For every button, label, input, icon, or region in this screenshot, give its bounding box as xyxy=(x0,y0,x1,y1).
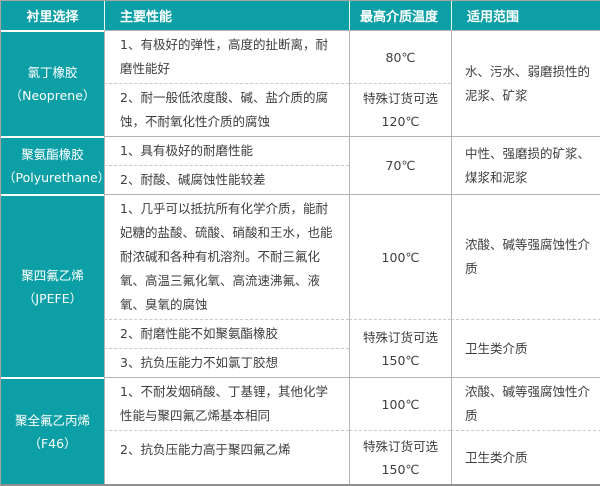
performance-cell: 1、有极好的弹性，高度的扯断离，耐磨性能好 xyxy=(104,30,349,83)
table-row: 聚氨酯橡胶 （Polyurethane） 1、具有极好的耐磨性能 70℃ 中性、… xyxy=(1,136,600,194)
temperature-cell: 100℃ xyxy=(349,377,451,430)
performance-cell: 1、具有极好的耐磨性能 xyxy=(104,136,349,165)
lining-code: （JPEFE） xyxy=(22,290,83,306)
performance-cell: 2、耐酸、碱腐蚀性能较差 xyxy=(104,165,349,194)
range-cell: 卫生类介质 xyxy=(451,430,600,484)
temperature-cell: 70℃ xyxy=(349,136,451,194)
header-row: 衬里选择 主要性能 最高介质温度 适用范围 xyxy=(1,1,600,30)
table-row: 2、耐一般低浓度酸、碱、盐介质的腐蚀，不耐氧化性介质的腐蚀 特殊订货可选 120… xyxy=(1,83,600,136)
range-cell: 水、污水、弱磨损性的泥浆、矿浆 xyxy=(451,30,600,136)
lining-code: （F46） xyxy=(28,435,77,451)
header-range: 适用范围 xyxy=(451,1,600,30)
performance-cell: 2、抗负压能力高于聚四氟乙烯 xyxy=(104,430,349,484)
performance-cell: 2、耐一般低浓度酸、碱、盐介质的腐蚀，不耐氧化性介质的腐蚀 xyxy=(104,83,349,136)
table-row: 2、耐磨性能不如聚氨酯橡胶 特殊订货可选 150℃ 卫生类介质 xyxy=(1,319,600,377)
performance-cell: 2、耐磨性能不如聚氨酯橡胶 xyxy=(104,319,349,348)
table-row: 2、耐酸、碱腐蚀性能较差 xyxy=(1,165,600,194)
lining-name: 聚氨酯橡胶 xyxy=(21,147,84,162)
lining-cell-polyurethane: 聚氨酯橡胶 （Polyurethane） xyxy=(1,136,104,194)
lining-cell-jpefe: 聚四氟乙烯 （JPEFE） xyxy=(1,194,104,377)
performance-cell: 1、不耐发烟硝酸、丁基锂，其他化学性能与聚四氟乙烯基本相同 xyxy=(104,377,349,430)
lining-code: （Neoprene） xyxy=(9,88,96,103)
temperature-cell: 特殊订货可选 150℃ xyxy=(349,430,451,484)
range-cell: 卫生类介质 xyxy=(451,319,600,377)
temperature-cell: 特殊订货可选 150℃ xyxy=(349,319,451,377)
header-performance: 主要性能 xyxy=(104,1,349,30)
lining-cell-f46: 聚全氟乙丙烯 （F46） xyxy=(1,377,104,484)
table-row: 氯丁橡胶 （Neoprene） 1、有极好的弹性，高度的扯断离，耐磨性能好 80… xyxy=(1,30,600,136)
header-lining: 衬里选择 xyxy=(1,1,104,30)
table-row: 聚四氟乙烯 （JPEFE） 1、几乎可以抵抗所有化学介质，能耐妃糖的盐酸、硫酸、… xyxy=(1,194,600,377)
range-cell: 浓酸、碱等强腐蚀性介质 xyxy=(451,194,600,319)
temperature-cell: 80℃ xyxy=(349,30,451,83)
range-cell: 浓酸、碱等强腐蚀性介质 xyxy=(451,377,600,430)
lining-name: 氯丁橡胶 xyxy=(27,65,78,80)
lining-cell-neoprene: 氯丁橡胶 （Neoprene） xyxy=(1,30,104,136)
lining-name: 聚四氟乙烯 xyxy=(21,267,84,283)
table-row: 3、抗负压能力不如氯丁胶想 xyxy=(1,348,600,377)
temperature-cell: 特殊订货可选 120℃ xyxy=(349,83,451,136)
header-temperature: 最高介质温度 xyxy=(349,1,451,30)
range-cell: 中性、强磨损的矿浆、煤浆和泥浆 xyxy=(451,136,600,194)
lining-name: 聚全氟乙丙烯 xyxy=(14,412,90,428)
performance-cell: 3、抗负压能力不如氯丁胶想 xyxy=(104,348,349,377)
performance-cell: 1、几乎可以抵抗所有化学介质，能耐妃糖的盐酸、硫酸、硝酸和王水，也能耐浓碱和各种… xyxy=(104,194,349,319)
temperature-cell: 100℃ xyxy=(349,194,451,319)
lining-code: （Polyurethane） xyxy=(3,170,104,185)
table-row: 聚全氟乙丙烯 （F46） 1、不耐发烟硝酸、丁基锂，其他化学性能与聚四氟乙烯基本… xyxy=(1,377,600,484)
